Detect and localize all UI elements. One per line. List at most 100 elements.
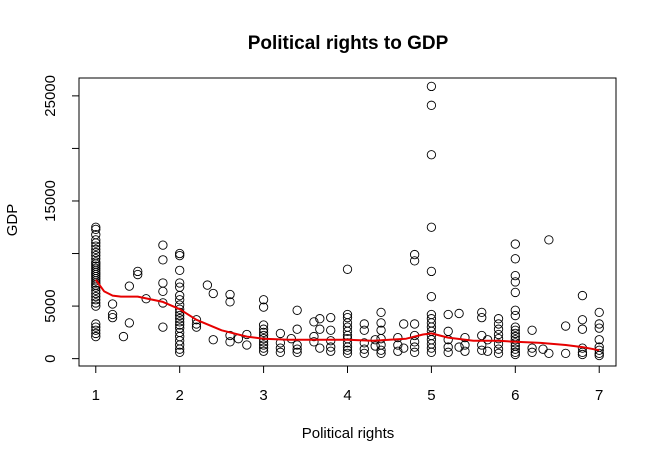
data-point xyxy=(477,345,487,355)
data-point xyxy=(326,312,336,323)
data-point xyxy=(175,320,185,330)
data-point xyxy=(326,342,336,352)
data-point xyxy=(107,309,118,320)
data-point xyxy=(275,328,286,339)
data-point xyxy=(225,297,235,307)
data-point xyxy=(326,336,336,346)
data-point xyxy=(315,314,325,324)
smooth-line xyxy=(94,279,600,352)
data-point xyxy=(594,307,604,318)
data-point xyxy=(175,347,185,357)
data-point xyxy=(91,224,101,235)
data-point xyxy=(91,325,101,335)
data-point xyxy=(510,344,520,354)
data-point xyxy=(544,348,554,359)
data-point xyxy=(527,343,537,353)
data-point xyxy=(577,290,588,301)
data-point xyxy=(454,308,464,319)
data-point xyxy=(342,264,353,274)
data-point xyxy=(158,255,168,265)
data-point xyxy=(443,335,453,345)
data-point xyxy=(510,325,520,335)
data-point xyxy=(91,291,101,302)
data-point xyxy=(225,289,235,300)
data-point xyxy=(225,330,235,341)
data-point xyxy=(258,330,269,341)
data-point xyxy=(292,340,302,350)
data-point xyxy=(225,337,235,347)
data-point xyxy=(376,340,386,350)
data-point xyxy=(409,337,420,347)
data-point xyxy=(258,324,269,334)
data-point xyxy=(510,322,520,332)
data-point xyxy=(175,340,185,350)
data-point xyxy=(175,265,185,276)
data-point xyxy=(91,278,101,288)
data-point xyxy=(399,343,409,353)
data-point xyxy=(577,315,588,325)
x-tick-label: 2 xyxy=(176,387,184,404)
data-point xyxy=(91,301,101,311)
data-point xyxy=(315,343,325,353)
data-point xyxy=(477,307,487,318)
data-point xyxy=(510,347,520,357)
data-point xyxy=(158,286,168,297)
data-point xyxy=(493,334,504,344)
data-point xyxy=(309,337,319,347)
x-axis: 1 2 3 4 5 6 7 xyxy=(92,365,603,404)
data-point xyxy=(510,349,520,360)
data-point xyxy=(258,320,269,330)
data-point xyxy=(191,315,202,325)
data-point xyxy=(107,299,118,309)
data-point xyxy=(561,321,571,331)
data-point xyxy=(191,322,202,332)
data-point xyxy=(399,319,409,329)
data-point xyxy=(376,307,386,318)
data-point xyxy=(443,309,453,320)
y-tick-label: 0 xyxy=(42,354,59,362)
data-point xyxy=(124,318,134,328)
data-point xyxy=(124,281,134,291)
data-point xyxy=(326,325,336,335)
data-point xyxy=(527,347,537,357)
data-point xyxy=(258,346,269,356)
data-point xyxy=(258,340,269,350)
data-point xyxy=(376,348,386,359)
data-point xyxy=(376,345,386,355)
data-point xyxy=(342,345,353,355)
data-point xyxy=(342,338,353,348)
data-point xyxy=(409,256,420,266)
data-point xyxy=(577,349,588,360)
data-point xyxy=(91,244,101,254)
data-point xyxy=(91,295,101,305)
data-point xyxy=(409,342,420,352)
data-point xyxy=(426,343,437,353)
data-point xyxy=(242,329,252,340)
data-point xyxy=(242,340,252,350)
data-point xyxy=(409,319,420,329)
data-point xyxy=(510,331,520,342)
data-point xyxy=(493,339,504,349)
data-point xyxy=(175,290,185,301)
data-point xyxy=(292,305,302,315)
data-point xyxy=(426,222,437,232)
data-point xyxy=(208,288,218,299)
data-point xyxy=(275,347,286,357)
data-point xyxy=(594,335,604,345)
x-tick-label: 1 xyxy=(92,387,100,404)
data-point xyxy=(275,343,286,353)
data-point xyxy=(493,329,504,340)
data-point xyxy=(175,250,185,261)
data-point xyxy=(158,322,168,332)
y-axis-label: GDP xyxy=(4,204,21,237)
data-point xyxy=(544,235,554,245)
data-point xyxy=(91,241,101,251)
data-point xyxy=(258,337,269,347)
data-point xyxy=(426,266,437,277)
data-point xyxy=(309,317,319,327)
data-point xyxy=(594,350,604,361)
data-point xyxy=(409,249,420,260)
data-point xyxy=(258,343,269,353)
data-point xyxy=(202,280,213,290)
data-point xyxy=(477,312,487,323)
